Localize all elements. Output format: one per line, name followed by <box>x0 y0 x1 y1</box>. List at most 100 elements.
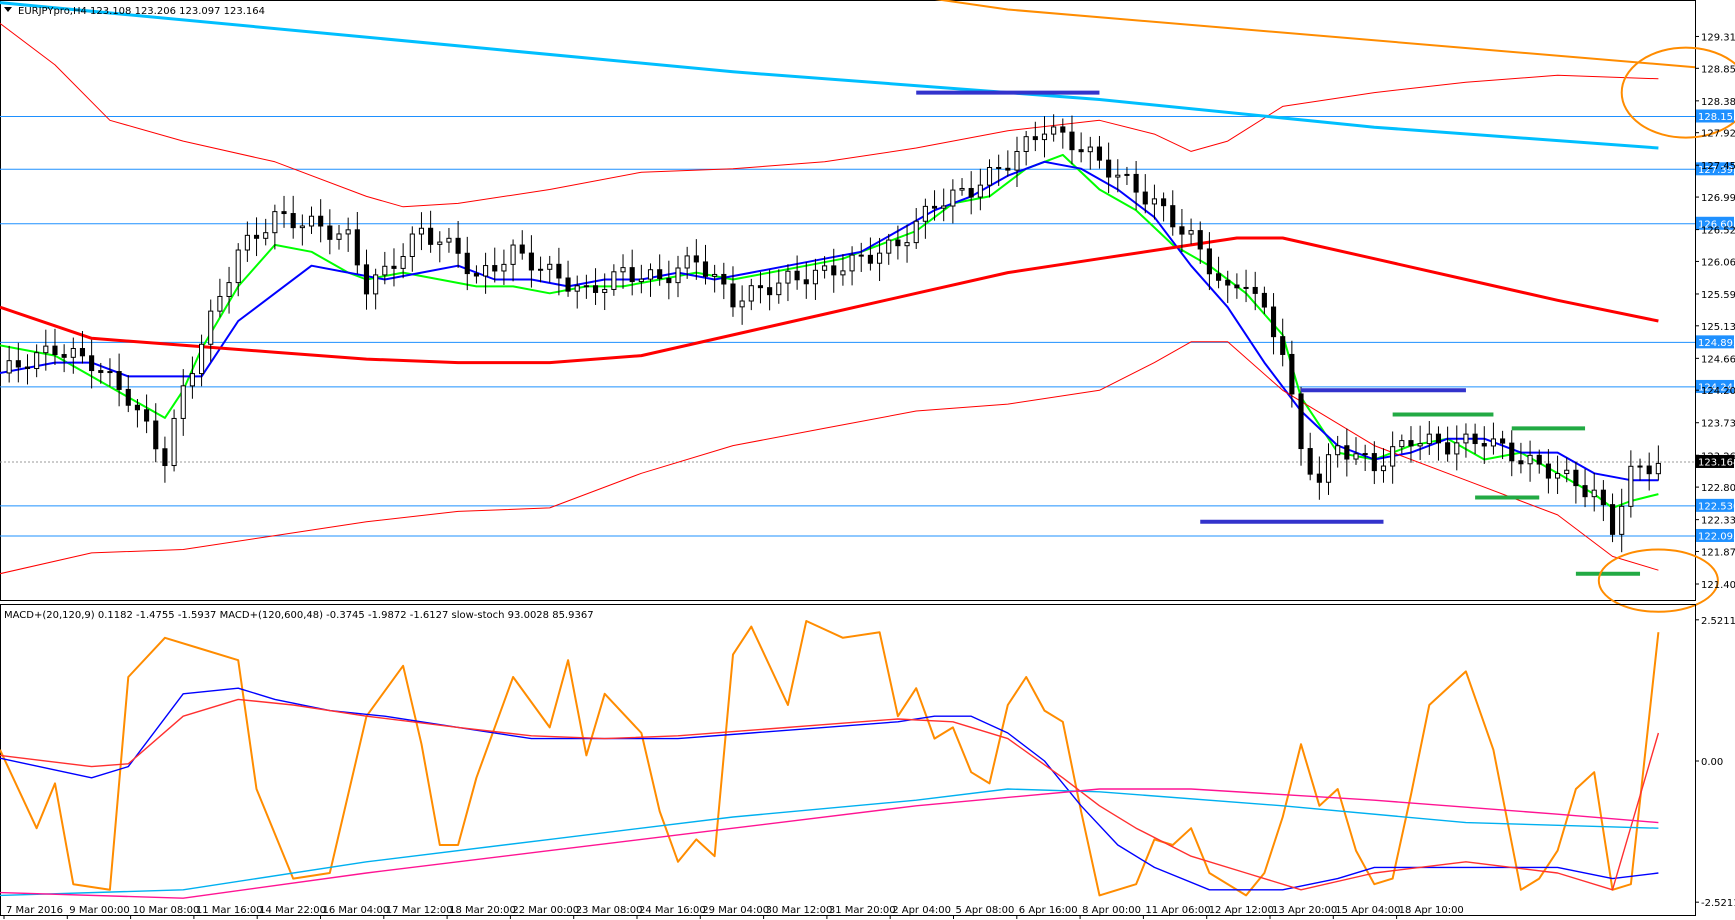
candle-body <box>455 237 461 254</box>
candle-body <box>1637 465 1643 468</box>
level-price-label: 124.248 <box>1698 382 1735 393</box>
indicator-line[interactable] <box>0 788 1659 897</box>
candle-body <box>79 348 86 357</box>
candle-body <box>43 345 49 354</box>
time-tick-label: 17 Mar 12:00 <box>386 905 453 916</box>
highlight-ellipse[interactable] <box>1620 46 1735 139</box>
candle-body <box>1252 286 1258 294</box>
level-price-label: 126.605 <box>1698 219 1735 230</box>
candle-body <box>657 269 663 279</box>
indicator-line[interactable] <box>0 788 1659 899</box>
dropdown-arrow-icon[interactable] <box>4 7 12 12</box>
indicator-line[interactable] <box>0 698 1660 891</box>
candle-body <box>263 232 269 239</box>
candle-body <box>1655 462 1661 475</box>
candle-body <box>70 348 76 358</box>
candle-body <box>162 448 168 467</box>
candle-body <box>538 268 544 271</box>
orange-trendline-line[interactable] <box>0 0 1735 79</box>
red-ma-thick-line[interactable] <box>0 236 1659 365</box>
red-band-upper-line[interactable] <box>0 23 1659 208</box>
candle-body <box>1124 173 1130 176</box>
time-tick-label: 22 Mar 00:00 <box>512 905 579 916</box>
candle-body <box>98 370 104 373</box>
time-tick-label: 9 Mar 00:00 <box>69 905 129 916</box>
candle-body <box>89 355 95 372</box>
candle-body <box>1591 489 1597 498</box>
candle-body <box>1417 443 1423 447</box>
candle-body <box>638 278 644 283</box>
candle-body <box>721 273 727 285</box>
candle-body <box>1069 131 1075 151</box>
candle-body <box>318 215 324 227</box>
candle-body <box>1243 286 1249 289</box>
time-tick-label: 11 Apr 06:00 <box>1145 905 1210 916</box>
candle-body <box>895 239 901 247</box>
candle-body <box>1426 433 1432 445</box>
candle-body <box>831 265 837 276</box>
candle-body <box>1545 463 1551 479</box>
candle-body <box>1078 149 1084 153</box>
indicator-pane[interactable] <box>0 604 1696 916</box>
candle-body <box>712 273 718 277</box>
level-price-tag-bg <box>1696 498 1734 512</box>
candle-body <box>409 233 415 257</box>
candle-body <box>996 167 1002 170</box>
cyan-trendline-line[interactable] <box>0 1 1659 150</box>
candle-body <box>1032 136 1038 141</box>
price-tick-label: 124.661 <box>1701 354 1735 365</box>
candle-body <box>702 261 709 277</box>
price-tick-label: 125.591 <box>1701 290 1735 301</box>
candle-body <box>15 360 21 368</box>
highlight-ellipse[interactable] <box>1597 548 1719 613</box>
candle-body <box>1206 248 1212 275</box>
candle-body <box>1005 167 1011 171</box>
candle-body <box>1582 485 1588 498</box>
candle-body <box>950 189 956 207</box>
candle-body <box>556 263 562 279</box>
candle-body <box>171 417 177 467</box>
time-tick-label: 11 Mar 16:00 <box>196 905 263 916</box>
candle-body <box>1527 454 1533 465</box>
candle-body <box>144 409 150 422</box>
candle-body <box>299 225 305 229</box>
candle-body <box>1536 454 1542 465</box>
price-tick-label: 122.801 <box>1701 483 1735 494</box>
level-price-label: 122.530 <box>1698 501 1735 512</box>
price-tick-label: 124.201 <box>1701 386 1735 397</box>
candle-body <box>1280 336 1286 355</box>
time-tick-label: 7 Mar 2016 <box>6 905 63 916</box>
price-tick-label: 121.871 <box>1701 547 1735 558</box>
candle-body <box>336 233 342 240</box>
price-tick-label: 129.311 <box>1701 32 1735 43</box>
candle-body <box>583 285 589 288</box>
level-price-tag: 128.155 <box>1696 109 1735 123</box>
candle-body <box>1646 465 1652 475</box>
price-tick-label: 126.061 <box>1701 257 1735 268</box>
indicator-pane-border <box>0 604 1696 916</box>
price-chart-pane[interactable] <box>0 0 1735 613</box>
candle-body <box>391 265 397 269</box>
candle-body <box>693 255 699 263</box>
candle-body <box>1628 465 1634 507</box>
candle-body <box>1609 504 1616 535</box>
candle-body <box>189 373 195 387</box>
time-tick-label: 18 Mar 20:00 <box>449 905 516 916</box>
candle-body <box>1161 198 1167 207</box>
blue-ma-line[interactable] <box>0 160 1659 482</box>
indicator-line[interactable] <box>0 687 1659 891</box>
red-band-lower-line[interactable] <box>0 341 1659 575</box>
current-price-tag: 123.164 <box>1698 457 1735 468</box>
candle-body <box>1225 279 1231 286</box>
candle-body <box>931 205 938 209</box>
indicator-line[interactable] <box>0 620 1660 897</box>
green-ma-line[interactable] <box>0 153 1659 509</box>
candle-body <box>446 237 452 243</box>
current-price-tag-bg <box>1696 454 1734 468</box>
candle-body <box>363 264 370 295</box>
candle-body <box>565 277 571 292</box>
candle-body <box>1133 173 1139 193</box>
candle-body <box>1500 438 1506 444</box>
time-tick-label: 12 Apr 12:00 <box>1209 905 1274 916</box>
candle-body <box>858 254 864 257</box>
